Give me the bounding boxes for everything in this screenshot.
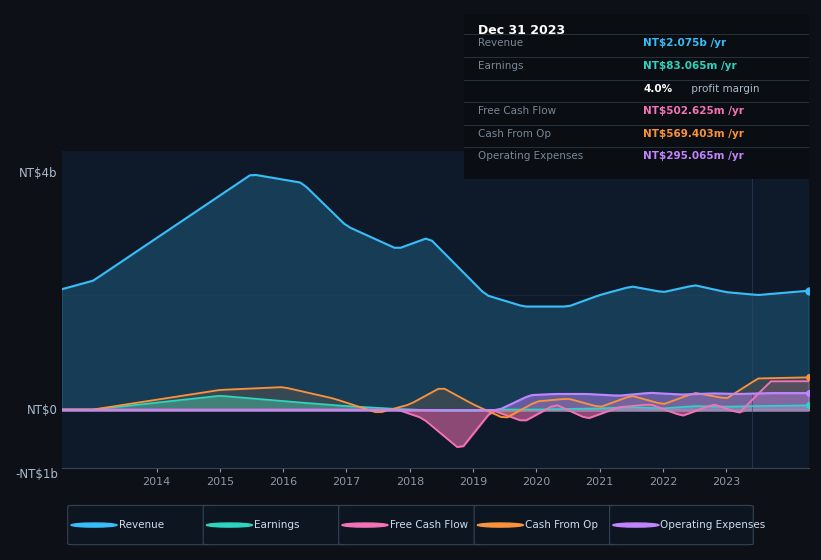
Text: -NT$1b: -NT$1b [15,468,57,480]
Text: NT$569.403m /yr: NT$569.403m /yr [643,129,744,139]
Text: NT$4b: NT$4b [20,167,57,180]
FancyBboxPatch shape [338,505,482,545]
Text: 4.0%: 4.0% [643,83,672,94]
Circle shape [612,523,659,527]
Text: Dec 31 2023: Dec 31 2023 [478,24,565,37]
Text: Earnings: Earnings [478,61,523,71]
Text: NT$502.625m /yr: NT$502.625m /yr [643,106,744,116]
Text: NT$83.065m /yr: NT$83.065m /yr [643,61,736,71]
Circle shape [71,523,117,527]
Text: Free Cash Flow: Free Cash Flow [478,106,556,116]
Text: Revenue: Revenue [118,520,163,530]
Circle shape [477,523,524,527]
Text: NT$2.075b /yr: NT$2.075b /yr [643,39,727,48]
Text: NT$295.065m /yr: NT$295.065m /yr [643,151,744,161]
Text: Operating Expenses: Operating Expenses [478,151,583,161]
Text: Cash From Op: Cash From Op [525,520,598,530]
Text: Cash From Op: Cash From Op [478,129,551,139]
FancyBboxPatch shape [609,505,754,545]
Circle shape [206,523,253,527]
Text: NT$0: NT$0 [27,404,57,417]
Text: Earnings: Earnings [254,520,300,530]
Circle shape [342,523,388,527]
Text: Free Cash Flow: Free Cash Flow [389,520,468,530]
Text: profit margin: profit margin [688,83,759,94]
FancyBboxPatch shape [203,505,346,545]
Text: Operating Expenses: Operating Expenses [661,520,766,530]
FancyBboxPatch shape [67,505,212,545]
FancyBboxPatch shape [475,505,617,545]
Text: Revenue: Revenue [478,39,523,48]
